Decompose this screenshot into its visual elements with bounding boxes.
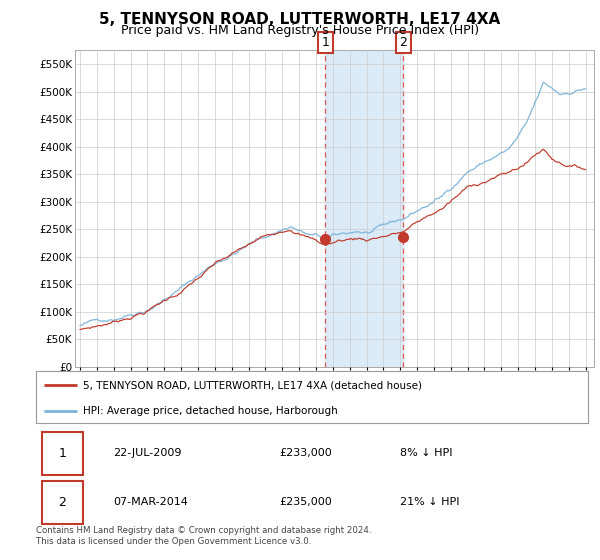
FancyBboxPatch shape [41,432,83,475]
Text: 07-MAR-2014: 07-MAR-2014 [113,497,188,507]
FancyBboxPatch shape [41,480,83,524]
Text: 5, TENNYSON ROAD, LUTTERWORTH, LE17 4XA: 5, TENNYSON ROAD, LUTTERWORTH, LE17 4XA [100,12,500,27]
Text: 1: 1 [58,447,66,460]
Text: Contains HM Land Registry data © Crown copyright and database right 2024.
This d: Contains HM Land Registry data © Crown c… [36,526,371,546]
Text: £235,000: £235,000 [279,497,332,507]
Text: £233,000: £233,000 [279,449,332,458]
Text: 8% ↓ HPI: 8% ↓ HPI [400,449,453,458]
Text: 2: 2 [400,36,407,49]
Text: 2: 2 [58,496,66,509]
Text: Price paid vs. HM Land Registry's House Price Index (HPI): Price paid vs. HM Land Registry's House … [121,24,479,37]
Text: 1: 1 [321,36,329,49]
Text: 22-JUL-2009: 22-JUL-2009 [113,449,182,458]
Bar [325,50,403,367]
Text: 21% ↓ HPI: 21% ↓ HPI [400,497,460,507]
Text: HPI: Average price, detached house, Harborough: HPI: Average price, detached house, Harb… [83,406,338,416]
Text: 5, TENNYSON ROAD, LUTTERWORTH, LE17 4XA (detached house): 5, TENNYSON ROAD, LUTTERWORTH, LE17 4XA … [83,380,422,390]
